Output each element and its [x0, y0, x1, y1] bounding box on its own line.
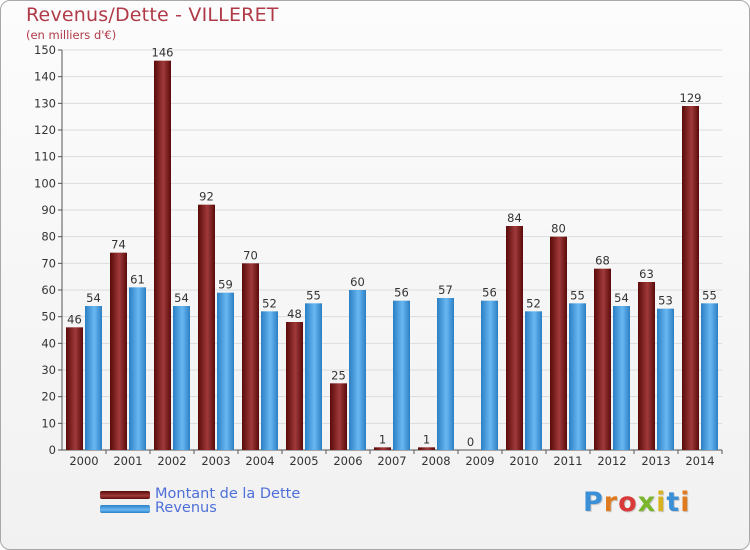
y-tick-label: 130: [34, 96, 56, 110]
bar-dette: [198, 204, 215, 450]
bar-dette: [682, 106, 699, 450]
y-tick-label: 110: [34, 150, 56, 164]
y-tick-label: 20: [41, 390, 56, 404]
data-label: 54: [86, 291, 101, 305]
data-label: 92: [199, 190, 214, 204]
data-label: 60: [350, 275, 365, 289]
bar-dette: [506, 226, 523, 450]
y-tick-label: 50: [41, 310, 56, 324]
bar-revenus: [437, 298, 454, 450]
x-tick-label: 2014: [685, 454, 714, 468]
chart-title: Revenus/Dette - VILLERET: [26, 4, 279, 26]
data-label: 55: [702, 288, 717, 302]
bar-dette: [110, 252, 127, 450]
data-label: 25: [331, 368, 346, 382]
y-tick-label: 120: [34, 123, 56, 137]
bar-revenus: [481, 300, 498, 450]
bar-dette: [154, 60, 171, 451]
y-tick-label: 0: [49, 443, 56, 457]
chart-subtitle: (en milliers d'€): [26, 28, 117, 42]
bar-revenus: [261, 311, 278, 450]
x-tick-label: 2006: [333, 454, 362, 468]
data-label: 56: [482, 286, 497, 300]
data-label: 55: [306, 288, 321, 302]
legend-swatch-debt: [100, 491, 150, 499]
bar-revenus: [393, 300, 410, 450]
y-tick-label: 70: [41, 256, 56, 270]
y-tick-label: 80: [41, 230, 56, 244]
x-tick-label: 2007: [377, 454, 406, 468]
legend-label-revenus: Revenus: [155, 500, 217, 516]
proxiti-logo: Proxiti: [583, 487, 691, 518]
x-tick-label: 2009: [465, 454, 494, 468]
data-label: 0: [467, 435, 474, 449]
x-tick-label: 2008: [421, 454, 450, 468]
data-label: 57: [438, 283, 453, 297]
bar-revenus: [701, 303, 718, 450]
data-label: 129: [680, 91, 702, 105]
data-label: 48: [287, 307, 302, 321]
data-label: 1: [379, 432, 386, 446]
data-label: 84: [507, 211, 522, 225]
data-label: 53: [658, 294, 673, 308]
bar-revenus: [569, 303, 586, 450]
data-label: 46: [67, 312, 82, 326]
bar-dette: [286, 322, 303, 450]
bar-revenus: [613, 306, 630, 450]
y-tick-label: 100: [34, 176, 56, 190]
bar-revenus: [305, 303, 322, 450]
y-tick-label: 150: [34, 43, 56, 57]
bar-revenus: [657, 308, 674, 450]
data-label: 1: [423, 432, 430, 446]
bar-dette: [550, 236, 567, 450]
data-label: 54: [174, 291, 189, 305]
x-tick-label: 2011: [553, 454, 582, 468]
y-tick-label: 40: [41, 336, 56, 350]
x-tick-label: 2013: [641, 454, 670, 468]
data-label: 146: [152, 46, 174, 60]
bar-dette: [374, 447, 391, 450]
x-tick-label: 2004: [245, 454, 274, 468]
x-tick-label: 2003: [201, 454, 230, 468]
x-tick-label: 2000: [69, 454, 98, 468]
y-tick-label: 30: [41, 363, 56, 377]
bar-revenus: [85, 306, 102, 450]
legend-swatch-revenus: [100, 505, 150, 513]
bar-dette: [418, 447, 435, 450]
y-tick-label: 90: [41, 203, 56, 217]
bar-dette: [638, 282, 655, 450]
bar-dette: [242, 263, 259, 450]
data-label: 61: [130, 272, 145, 286]
y-tick-label: 60: [41, 283, 56, 297]
bar-revenus: [525, 311, 542, 450]
y-tick-label: 10: [41, 416, 56, 430]
data-label: 56: [394, 286, 409, 300]
data-label: 54: [614, 291, 629, 305]
bar-dette: [594, 268, 611, 450]
data-label: 74: [111, 238, 126, 252]
data-label: 52: [262, 296, 277, 310]
x-tick-label: 2010: [509, 454, 538, 468]
x-tick-label: 2012: [597, 454, 626, 468]
bar-revenus: [173, 306, 190, 450]
bar-revenus: [349, 290, 366, 450]
x-tick-label: 2002: [157, 454, 186, 468]
data-label: 59: [218, 278, 233, 292]
bar-dette: [66, 327, 83, 450]
x-tick-label: 2005: [289, 454, 318, 468]
data-label: 55: [570, 288, 585, 302]
data-label: 52: [526, 296, 541, 310]
bar-revenus: [129, 287, 146, 450]
legend-label-debt: Montant de la Dette: [155, 486, 301, 502]
data-label: 70: [243, 248, 258, 262]
bar-dette: [330, 383, 347, 450]
bar-revenus: [217, 292, 234, 450]
data-label: 68: [595, 254, 610, 268]
y-tick-label: 140: [34, 70, 56, 84]
data-label: 80: [551, 222, 566, 236]
data-label: 63: [639, 267, 654, 281]
x-tick-label: 2001: [113, 454, 142, 468]
